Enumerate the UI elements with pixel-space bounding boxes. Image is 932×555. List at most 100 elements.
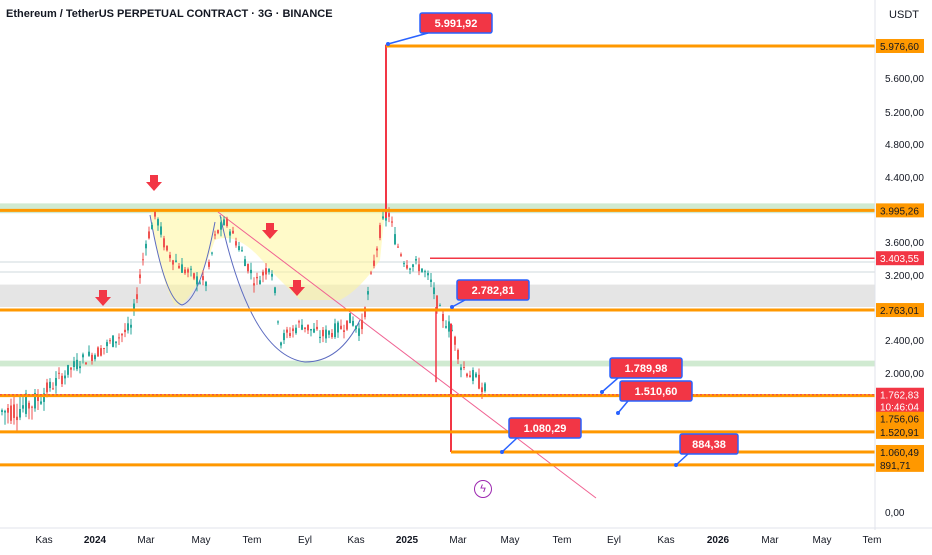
x-tick-label: Mar <box>449 535 467 546</box>
x-tick-label: 2024 <box>84 535 107 546</box>
callout-leader <box>601 377 619 393</box>
candle-body <box>373 260 375 266</box>
candle-body <box>463 366 465 368</box>
candle-body <box>478 374 480 389</box>
candle-body <box>346 320 348 330</box>
candle-body <box>268 268 270 273</box>
candle-body <box>265 268 267 275</box>
down-arrow-icon <box>289 280 305 296</box>
chart-title: Ethereum / TetherUS PERPETUAL CONTRACT ·… <box>6 8 333 20</box>
candle-body <box>250 269 252 274</box>
candle-body <box>469 375 471 378</box>
zone-green <box>0 203 875 214</box>
candle-body <box>367 291 369 295</box>
callout-anchor <box>386 42 390 46</box>
candle-body <box>289 333 291 337</box>
candle-body <box>298 321 300 323</box>
candle-body <box>73 361 75 368</box>
callout-anchor <box>674 463 678 467</box>
candle-body <box>13 404 15 418</box>
candle-body <box>313 328 315 333</box>
x-tick-label: Eyl <box>607 535 621 546</box>
price-label-box <box>876 387 924 402</box>
price-label-box <box>876 251 924 266</box>
handle-curve <box>149 214 216 306</box>
candle-body <box>142 259 144 261</box>
y-tick-label: 2.000,00 <box>885 369 924 380</box>
candle-body <box>169 254 171 259</box>
candle-body <box>172 260 174 265</box>
candle-body <box>25 393 27 414</box>
candle-body <box>361 320 363 330</box>
x-tick-label: May <box>813 535 832 546</box>
candle-body <box>70 367 72 370</box>
candle-body <box>64 375 66 379</box>
price-callout <box>419 12 493 34</box>
candle-body <box>280 342 282 346</box>
callout-leader <box>451 299 466 308</box>
x-tick-label: Kas <box>657 535 674 546</box>
candle-body <box>274 287 276 294</box>
candle-body <box>112 335 114 347</box>
price-label: 1.060,49 <box>880 448 919 459</box>
candle-body <box>436 295 438 309</box>
candle-body <box>304 327 306 330</box>
lines-layer <box>0 44 875 467</box>
candle-body <box>16 416 18 421</box>
candle-body <box>475 373 477 377</box>
candle-body <box>271 273 273 277</box>
candle-body <box>88 351 90 356</box>
callout-leader <box>501 437 518 453</box>
candle-body <box>55 378 57 386</box>
candle-body <box>220 222 222 230</box>
callout-leader <box>675 453 689 466</box>
x-tick-label: 2026 <box>707 535 730 546</box>
candle-body <box>121 333 123 336</box>
candle-body <box>94 355 96 360</box>
price-label-box <box>876 303 924 318</box>
candle-body <box>430 279 432 282</box>
currency-button[interactable]: USDT <box>889 9 919 21</box>
price-callout <box>609 357 683 379</box>
candle-body <box>472 370 474 381</box>
price-label-box <box>876 38 924 53</box>
candle-body <box>163 238 165 248</box>
price-callout-label: 1.789,98 <box>625 363 668 375</box>
candle-body <box>400 254 402 256</box>
candle-body <box>325 329 327 339</box>
candle-body <box>343 330 345 332</box>
candle-body <box>481 387 483 393</box>
candle-body <box>424 271 426 273</box>
candle-body <box>328 330 330 335</box>
candle-body <box>277 321 279 323</box>
candle-body <box>28 402 30 409</box>
candle-body <box>58 372 60 374</box>
callout-anchor <box>500 450 504 454</box>
x-tick-label: Tem <box>553 535 572 546</box>
candle-body <box>316 326 318 330</box>
candle-body <box>34 392 36 409</box>
candle-body <box>394 234 396 245</box>
candle-body <box>109 340 111 342</box>
price-label-box <box>876 399 924 414</box>
price-callout <box>619 380 693 402</box>
callout-anchor <box>450 305 454 309</box>
candle-body <box>370 272 372 274</box>
candle-body <box>292 328 294 332</box>
cup-curve <box>219 214 361 363</box>
candle-body <box>283 333 285 341</box>
candle-body <box>22 405 24 409</box>
candle-body <box>238 246 240 251</box>
candle-body <box>445 326 447 328</box>
price-label-box <box>876 203 924 218</box>
candle-body <box>100 348 102 356</box>
candle-body <box>97 347 99 357</box>
candle-body <box>256 276 258 279</box>
candle-body <box>190 268 192 270</box>
candle-body <box>181 264 183 273</box>
candle-body <box>118 337 120 339</box>
lightning-icon[interactable]: ϟ <box>474 480 492 498</box>
labels-layer: 5.976,60 3.995,26 3.403,55 2.763,01 1.762,83… <box>876 38 924 472</box>
